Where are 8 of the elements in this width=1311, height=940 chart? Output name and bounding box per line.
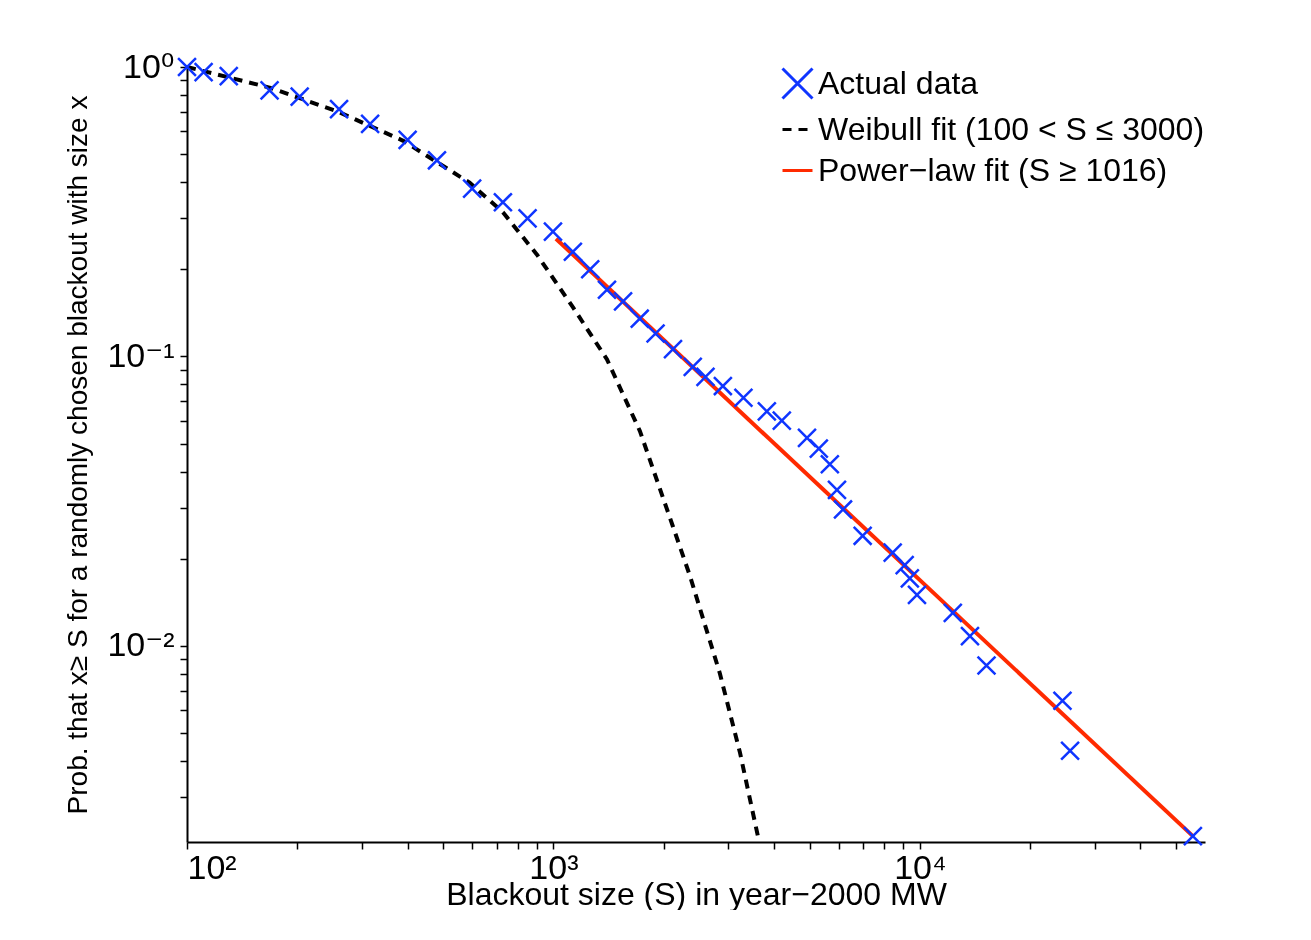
y-tick-label: 10⁰ [123,46,175,85]
y-axis-title: Prob. that x≥ S for a randomly chosen blackout with size x [62,95,94,815]
y-tick-label: 10⁻¹ [107,335,175,374]
legend-label: Power−law fit (S ≥ 1016) [818,151,1168,188]
y-tick-label: 10⁻² [107,625,175,664]
x-tick-label: 10² [187,847,237,886]
legend-label: Actual data [818,64,979,101]
legend-label: Weibull fit (100 < S ≤ 3000) [818,110,1205,147]
